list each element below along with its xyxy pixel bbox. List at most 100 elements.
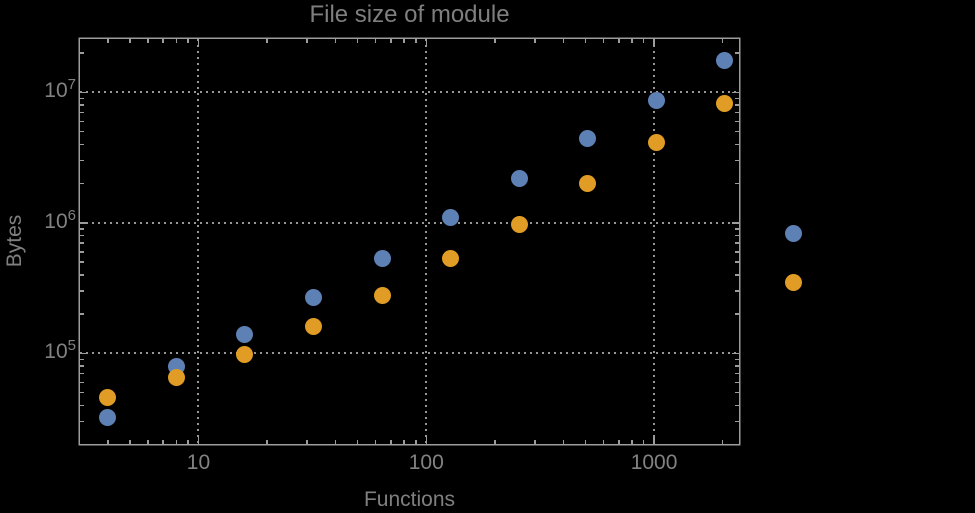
tick-mark xyxy=(403,39,405,43)
x-tick-label: 1000 xyxy=(630,451,678,474)
data-point-series-2-orange xyxy=(167,369,185,387)
horizontal-gridline xyxy=(80,91,739,94)
tick-mark xyxy=(618,440,620,444)
tick-mark xyxy=(631,440,633,444)
tick-mark xyxy=(80,104,84,106)
tick-mark xyxy=(80,222,87,224)
tick-mark xyxy=(80,358,84,361)
tick-mark xyxy=(425,437,427,444)
tick-mark xyxy=(721,440,724,444)
tick-mark xyxy=(80,372,84,375)
tick-mark xyxy=(80,228,84,230)
tick-mark xyxy=(631,39,633,43)
tick-mark xyxy=(735,420,739,423)
data-point-series-2-orange xyxy=(99,388,117,406)
tick-mark xyxy=(266,440,268,444)
tick-mark xyxy=(306,440,308,444)
tick-mark xyxy=(80,391,84,394)
tick-mark xyxy=(534,39,536,43)
tick-mark xyxy=(494,39,496,43)
tick-mark xyxy=(80,251,84,253)
x-tick-label: 10 xyxy=(186,451,211,474)
tick-mark xyxy=(80,313,84,315)
tick-mark xyxy=(80,120,84,123)
data-point-series-2-orange xyxy=(716,95,734,113)
horizontal-gridline xyxy=(80,352,739,355)
data-point-series-1-blue xyxy=(647,91,665,109)
tick-mark xyxy=(197,437,200,444)
tick-mark xyxy=(602,440,605,444)
tick-mark xyxy=(334,39,337,43)
tick-mark xyxy=(187,39,189,43)
tick-mark xyxy=(735,130,739,133)
tick-mark xyxy=(732,352,739,355)
tick-mark xyxy=(735,274,739,276)
tick-mark xyxy=(735,52,739,54)
tick-mark xyxy=(735,261,739,263)
tick-mark xyxy=(390,39,392,43)
tick-mark xyxy=(415,39,417,43)
tick-mark xyxy=(390,440,392,444)
tick-mark xyxy=(735,381,739,384)
tick-mark xyxy=(80,130,84,133)
tick-mark xyxy=(306,39,308,43)
tick-mark xyxy=(602,39,605,43)
tick-mark xyxy=(162,39,164,43)
data-point-series-1-blue xyxy=(785,224,803,242)
data-point-series-1-blue xyxy=(373,250,391,268)
tick-mark xyxy=(735,120,739,123)
tick-mark xyxy=(175,440,178,444)
y-tick-label: 106 xyxy=(44,206,76,233)
tick-mark xyxy=(618,39,620,43)
tick-mark xyxy=(80,111,84,114)
tick-mark xyxy=(732,91,739,94)
tick-mark xyxy=(80,97,84,100)
data-point-series-2-orange xyxy=(579,175,597,193)
tick-mark xyxy=(187,440,189,444)
tick-mark xyxy=(494,440,496,444)
tick-mark xyxy=(735,365,739,367)
data-point-series-2-orange xyxy=(236,346,254,364)
tick-mark xyxy=(107,440,109,444)
tick-mark xyxy=(735,358,739,361)
tick-mark xyxy=(80,52,84,54)
tick-mark xyxy=(642,39,645,43)
tick-mark xyxy=(425,39,427,46)
tick-mark xyxy=(735,242,739,244)
tick-mark xyxy=(562,39,565,43)
tick-mark xyxy=(334,440,337,444)
data-point-series-1-blue xyxy=(236,325,254,343)
tick-mark xyxy=(735,372,739,375)
tick-mark xyxy=(735,97,739,100)
tick-mark xyxy=(642,440,645,444)
tick-mark xyxy=(147,39,149,43)
tick-mark xyxy=(735,111,739,114)
tick-mark xyxy=(80,182,84,185)
chart-title: File size of module xyxy=(309,1,510,28)
tick-mark xyxy=(584,440,587,444)
tick-mark xyxy=(80,159,84,162)
data-point-series-2-orange xyxy=(785,273,803,291)
tick-mark xyxy=(147,440,149,444)
tick-mark xyxy=(732,222,739,224)
tick-mark xyxy=(653,39,655,46)
y-axis-label: Bytes xyxy=(3,214,26,268)
tick-mark xyxy=(162,440,164,444)
data-point-series-2-orange xyxy=(373,286,391,304)
tick-mark xyxy=(735,228,739,230)
tick-mark xyxy=(374,39,377,43)
x-axis-label: Functions xyxy=(363,488,456,511)
vertical-gridline xyxy=(653,39,656,444)
data-point-series-2-orange xyxy=(510,215,528,233)
y-tick-label: 107 xyxy=(44,76,76,103)
tick-mark xyxy=(653,437,655,444)
tick-mark xyxy=(562,440,565,444)
tick-mark xyxy=(80,404,84,407)
data-point-series-1-blue xyxy=(579,130,597,148)
tick-mark xyxy=(403,440,405,444)
tick-mark xyxy=(374,440,377,444)
tick-mark xyxy=(735,404,739,407)
tick-mark xyxy=(80,242,84,244)
tick-mark xyxy=(735,159,739,162)
tick-mark xyxy=(80,261,84,263)
